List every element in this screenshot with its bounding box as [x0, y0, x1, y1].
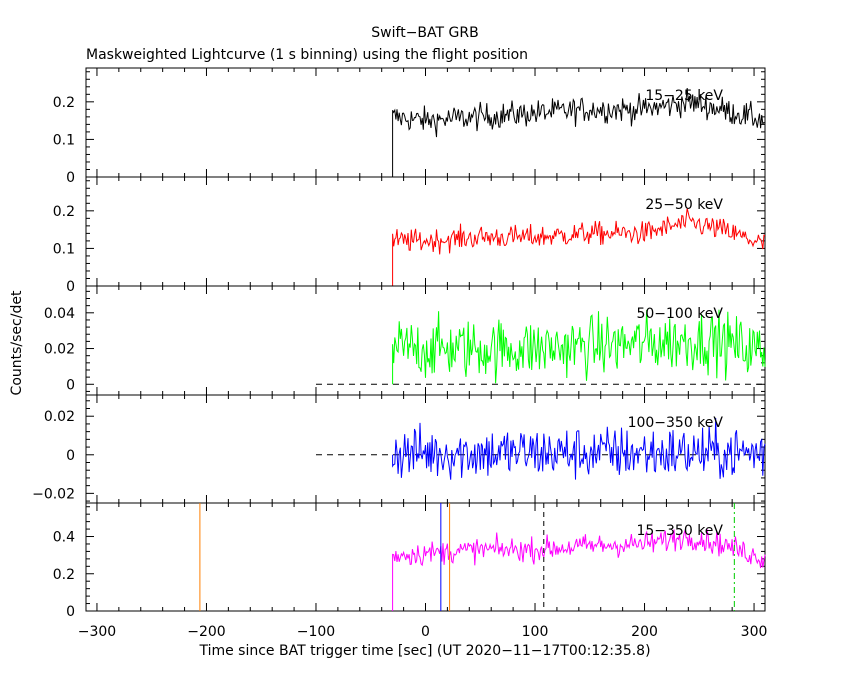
series-line — [392, 87, 766, 177]
y-tick-label: 0.02 — [44, 342, 75, 358]
y-tick-label: 0 — [66, 279, 75, 295]
x-axis-label: Time since BAT trigger time [sec] (UT 20… — [198, 643, 650, 659]
series-line — [392, 417, 766, 480]
series-label: 25−50 keV — [645, 197, 723, 213]
series-label: 100−350 keV — [628, 415, 724, 431]
x-tick-label: 200 — [631, 624, 658, 640]
y-tick-label: 0.2 — [53, 567, 75, 583]
panels-group: 0 0.1 0.2 15−25 keV 0 0.1 0.2 25−50 keV 0 0.02 0.0… — [32, 67, 768, 640]
panel-frame — [85, 502, 766, 612]
chart-title: Swift−BAT GRB — [371, 25, 478, 41]
y-tick-label: 0 — [66, 448, 75, 464]
y-axis-label: Counts/sec/det — [9, 290, 25, 395]
x-tick-label: −200 — [187, 624, 225, 640]
y-tick-label: 0 — [66, 377, 75, 393]
x-tick-label: −300 — [78, 624, 116, 640]
x-tick-label: 100 — [522, 624, 549, 640]
series-label: 15−25 keV — [645, 88, 723, 104]
y-tick-label: 0.2 — [53, 95, 75, 111]
y-tick-label: −0.02 — [32, 486, 75, 502]
x-tick-label: −100 — [297, 624, 335, 640]
y-tick-label: 0.2 — [53, 204, 75, 220]
panel-frame — [85, 176, 766, 287]
y-tick-label: 0 — [66, 170, 75, 186]
series-line — [392, 529, 766, 611]
series-line — [392, 309, 766, 385]
x-tick-label: 300 — [741, 624, 768, 640]
chart-subtitle: Maskweighted Lightcurve (1 s binning) us… — [86, 47, 528, 63]
series-label: 50−100 keV — [636, 306, 723, 322]
y-tick-label: 0.02 — [44, 409, 75, 425]
y-tick-label: 0.04 — [44, 306, 75, 322]
y-tick-label: 0.4 — [53, 530, 75, 546]
y-tick-label: 0.1 — [53, 132, 75, 148]
y-tick-label: 0.1 — [53, 241, 75, 257]
series-line — [392, 208, 766, 286]
x-tick-label: 0 — [421, 624, 430, 640]
series-label: 15−350 keV — [636, 523, 723, 539]
y-tick-label: 0 — [66, 604, 75, 620]
